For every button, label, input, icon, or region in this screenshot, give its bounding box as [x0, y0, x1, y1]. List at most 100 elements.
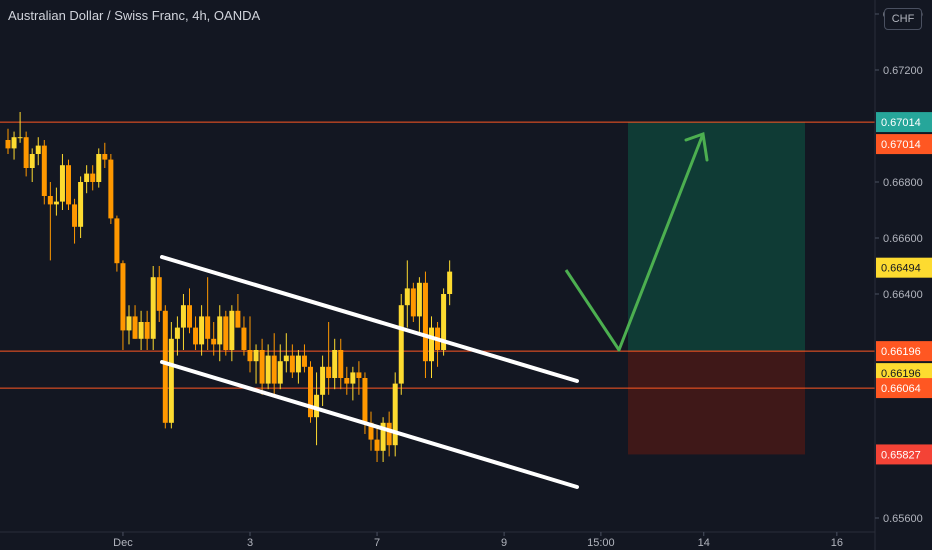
- candle[interactable]: [332, 338, 338, 390]
- candle[interactable]: [289, 344, 295, 378]
- price-label-text: 0.66196: [881, 368, 921, 380]
- candle[interactable]: [416, 277, 422, 334]
- candle[interactable]: [447, 260, 453, 306]
- candle-body: [168, 338, 174, 423]
- candle[interactable]: [126, 305, 132, 345]
- price-label-bg: [876, 444, 932, 465]
- candle[interactable]: [199, 305, 205, 356]
- candle[interactable]: [441, 288, 447, 356]
- candle[interactable]: [253, 344, 259, 384]
- candle[interactable]: [156, 266, 162, 322]
- candle[interactable]: [47, 182, 53, 261]
- candle[interactable]: [180, 294, 186, 350]
- candle[interactable]: [380, 417, 386, 462]
- channel-line[interactable]: [160, 360, 579, 489]
- candle[interactable]: [205, 277, 211, 350]
- candle[interactable]: [392, 372, 398, 457]
- candle[interactable]: [308, 361, 313, 423]
- candle[interactable]: [150, 266, 156, 350]
- candlestick-series[interactable]: [5, 112, 453, 462]
- candle-body: [35, 145, 41, 154]
- candle[interactable]: [241, 316, 247, 356]
- candle[interactable]: [326, 322, 332, 395]
- candle[interactable]: [429, 316, 434, 378]
- candle[interactable]: [114, 215, 120, 272]
- candle[interactable]: [11, 131, 17, 160]
- candle[interactable]: [368, 411, 374, 451]
- candle[interactable]: [120, 260, 126, 350]
- candle[interactable]: [410, 282, 416, 322]
- projection-arrow[interactable]: [564, 131, 709, 352]
- candle[interactable]: [235, 294, 241, 328]
- candle[interactable]: [90, 165, 96, 191]
- candle[interactable]: [138, 310, 144, 350]
- trend-channel[interactable]: [160, 255, 579, 489]
- candle[interactable]: [108, 154, 114, 224]
- candle[interactable]: [259, 338, 265, 395]
- currency-button[interactable]: CHF: [884, 8, 922, 30]
- candle[interactable]: [422, 271, 428, 378]
- candle[interactable]: [29, 148, 35, 182]
- candle[interactable]: [78, 176, 84, 238]
- candle[interactable]: [66, 159, 71, 210]
- candle[interactable]: [168, 322, 174, 429]
- candle[interactable]: [5, 128, 11, 154]
- candle[interactable]: [144, 310, 150, 350]
- candle[interactable]: [350, 366, 356, 401]
- candle[interactable]: [265, 344, 271, 390]
- candle[interactable]: [174, 316, 180, 356]
- candle[interactable]: [295, 350, 301, 384]
- arrow-path[interactable]: [564, 133, 705, 352]
- candle[interactable]: [59, 154, 65, 210]
- candle[interactable]: [283, 333, 289, 373]
- candle[interactable]: [187, 288, 192, 334]
- price-label-text: 0.67014: [881, 117, 921, 129]
- candle[interactable]: [435, 322, 441, 367]
- candle-body: [235, 310, 241, 328]
- candle[interactable]: [356, 361, 362, 395]
- candle[interactable]: [84, 165, 90, 194]
- candle[interactable]: [277, 344, 283, 390]
- candle[interactable]: [72, 198, 78, 244]
- candle[interactable]: [374, 428, 380, 462]
- price-label-bg: [876, 257, 932, 278]
- candle[interactable]: [398, 294, 404, 395]
- candle[interactable]: [35, 137, 41, 166]
- time-tick-label: 7: [374, 537, 380, 549]
- candle-body: [241, 327, 247, 350]
- candle[interactable]: [132, 305, 138, 339]
- candle[interactable]: [344, 366, 350, 395]
- candle-body: [380, 422, 386, 451]
- candle-body: [277, 361, 283, 384]
- channel-line[interactable]: [160, 255, 579, 383]
- candle[interactable]: [193, 316, 199, 350]
- candle[interactable]: [102, 142, 108, 168]
- candle[interactable]: [404, 260, 410, 328]
- price-label-text: 0.66494: [881, 263, 921, 275]
- candle[interactable]: [53, 187, 59, 216]
- candle[interactable]: [223, 310, 229, 356]
- candle[interactable]: [162, 305, 168, 429]
- candle-body: [156, 277, 162, 311]
- candle[interactable]: [217, 305, 223, 362]
- candle[interactable]: [271, 333, 277, 395]
- candle[interactable]: [23, 131, 29, 177]
- target-zone[interactable]: [628, 122, 805, 352]
- candle[interactable]: [17, 112, 23, 143]
- candle[interactable]: [386, 411, 392, 457]
- candle[interactable]: [211, 322, 217, 356]
- candle[interactable]: [41, 140, 47, 205]
- candle[interactable]: [96, 148, 102, 188]
- candle[interactable]: [301, 344, 307, 373]
- candle[interactable]: [320, 355, 326, 406]
- stop-zone[interactable]: [628, 351, 805, 455]
- price-label-bg: [876, 134, 932, 155]
- candle-body: [102, 154, 108, 160]
- candle-body: [441, 294, 447, 350]
- candle[interactable]: [338, 338, 344, 390]
- candle[interactable]: [229, 305, 235, 362]
- candle[interactable]: [247, 316, 253, 373]
- time-axis[interactable]: Dec 3 7 9 15:00 14 16: [0, 531, 875, 549]
